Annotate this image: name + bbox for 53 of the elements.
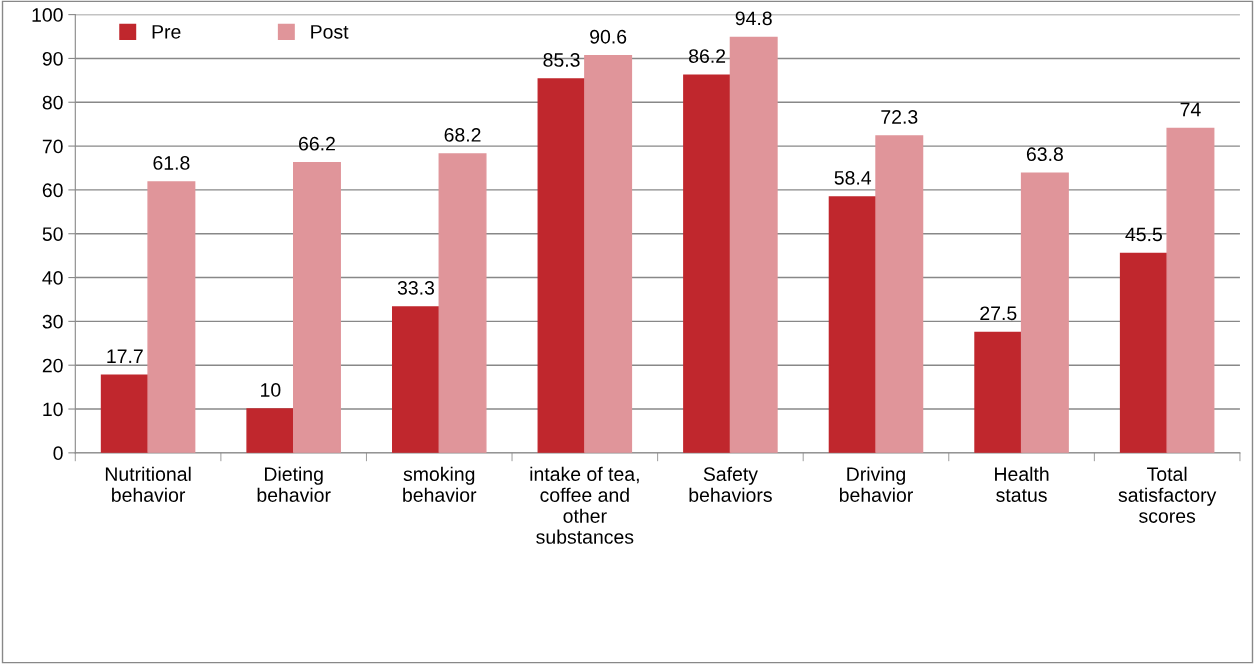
data-label: 68.2 bbox=[444, 128, 481, 142]
data-label: 45.5 bbox=[1125, 227, 1162, 242]
y-tick-label: 0 bbox=[53, 446, 63, 461]
x-tick-label: Driving behavior bbox=[839, 466, 913, 502]
data-label: 10 bbox=[261, 383, 281, 397]
data-label: 86.2 bbox=[689, 49, 726, 63]
bar bbox=[1119, 252, 1168, 453]
y-tick-label: 60 bbox=[42, 183, 63, 198]
y-tick-label: 50 bbox=[42, 227, 63, 241]
bar bbox=[729, 36, 778, 453]
bar bbox=[683, 74, 732, 453]
data-label: 94.8 bbox=[735, 11, 772, 26]
bar bbox=[100, 374, 149, 453]
y-tick-label: 80 bbox=[42, 95, 63, 110]
y-tick-label: 40 bbox=[42, 271, 63, 285]
x-tick-label: Safety behaviors bbox=[689, 466, 772, 502]
x-tick-label: Dieting behavior bbox=[257, 466, 331, 502]
bar bbox=[974, 331, 1023, 453]
bar bbox=[584, 55, 633, 453]
y-tick-label: 10 bbox=[43, 402, 63, 417]
bar bbox=[1166, 127, 1215, 453]
bar bbox=[147, 181, 196, 453]
x-tick-label: intake of tea, coffee and other substances bbox=[530, 466, 639, 544]
x-tick-label: Health status bbox=[995, 466, 1049, 502]
data-label: 90.6 bbox=[590, 29, 627, 44]
data-label: 58.4 bbox=[834, 170, 872, 185]
x-tick-label: smoking behavior bbox=[403, 466, 477, 502]
bar bbox=[438, 153, 487, 453]
legend-label: Post bbox=[311, 25, 349, 39]
bar bbox=[292, 162, 341, 453]
y-tick-label: 70 bbox=[42, 139, 63, 154]
legend-label: Pre bbox=[152, 25, 181, 39]
data-label: 72.3 bbox=[881, 110, 918, 124]
bar bbox=[828, 196, 877, 453]
bar bbox=[875, 135, 924, 453]
bar bbox=[1020, 172, 1069, 453]
data-label: 66.2 bbox=[299, 136, 335, 151]
data-label: 27.5 bbox=[980, 306, 1017, 321]
data-label: 85.3 bbox=[543, 53, 580, 67]
x-tick-label: Total satisfactory scores bbox=[1118, 466, 1217, 523]
bar bbox=[391, 306, 440, 453]
bar bbox=[246, 408, 295, 453]
x-tick-label: Nutritional behavior bbox=[105, 466, 191, 502]
y-tick-label: 20 bbox=[42, 358, 63, 373]
y-tick-label: 30 bbox=[42, 314, 63, 329]
data-label: 61.8 bbox=[153, 156, 190, 170]
data-label: 33.3 bbox=[397, 280, 435, 295]
data-label: 17.7 bbox=[107, 349, 143, 363]
data-label: 63.8 bbox=[1026, 147, 1063, 162]
y-tick-label: 100 bbox=[32, 8, 63, 22]
data-label: 74 bbox=[1180, 102, 1201, 117]
bar bbox=[537, 78, 586, 453]
y-tick-label: 90 bbox=[42, 51, 63, 66]
